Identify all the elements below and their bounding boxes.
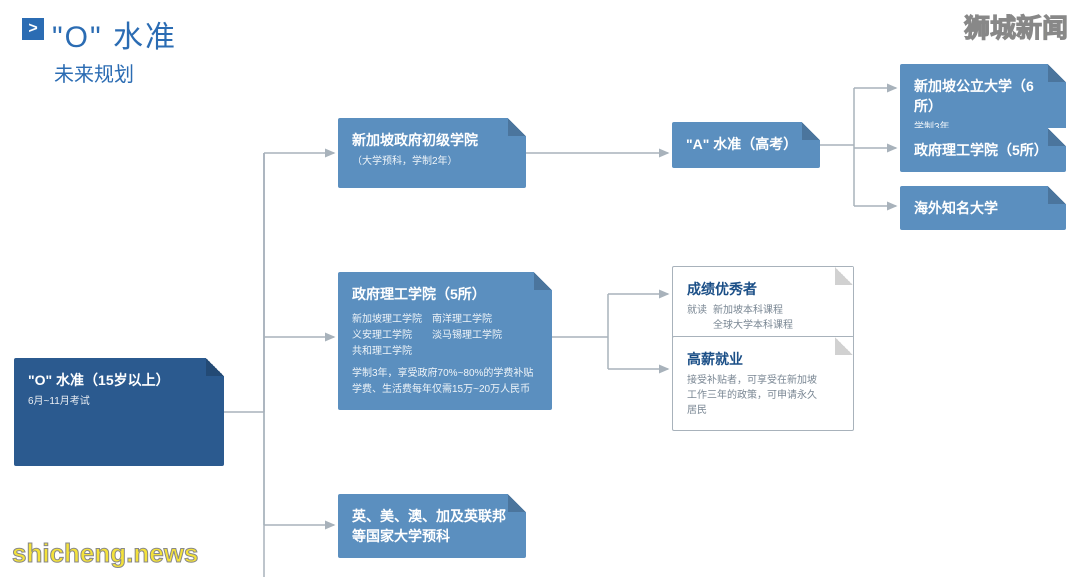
node-outstanding: 成绩优秀者就读新加坡本科课程 全球大学本科课程 [672, 266, 854, 346]
node-title: 英、美、澳、加及英联邦 [352, 506, 512, 526]
node-title-line2: 等国家大学预科 [352, 526, 512, 546]
node-overseas: 海外知名大学 [900, 186, 1066, 230]
node-title: "A" 水准（高考） [686, 134, 806, 154]
node-title: 新加坡公立大学（6所） [914, 76, 1052, 116]
node-root: "O" 水准（15岁以上） 6月~11月考试 [14, 358, 224, 466]
watermark-top-right: 狮城新闻 [964, 8, 1068, 45]
node-a_level: "A" 水准（高考） [672, 122, 820, 168]
node-sub: 6月~11月考试 [28, 394, 210, 409]
node-foundation: 英、美、澳、加及英联邦等国家大学预科 [338, 494, 526, 558]
node-title: 政府理工学院（5所） [352, 284, 538, 304]
node-title: 海外知名大学 [914, 198, 1052, 218]
diagram-header: > "O" 水准 未来规划 [22, 12, 177, 87]
node-sub: 就读新加坡本科课程 全球大学本科课程 [687, 303, 839, 333]
header-subtitle: 未来规划 [54, 58, 177, 87]
node-title: 高薪就业 [687, 349, 839, 369]
node-title: "O" 水准（15岁以上） [28, 370, 210, 390]
node-title: 成绩优秀者 [687, 279, 839, 299]
header-title: "O" 水准 [52, 12, 177, 56]
watermark-bottom-left: shicheng.news [12, 538, 198, 569]
node-title: 新加坡政府初级学院 [352, 130, 512, 150]
node-body: 新加坡理工学院 南洋理工学院义安理工学院 淡马锡理工学院共和理工学院学制3年，享… [352, 312, 538, 398]
node-junior: 新加坡政府初级学院 （大学预科，学制2年） [338, 118, 526, 188]
header-arrow-icon: > [22, 18, 44, 40]
node-title: 政府理工学院（5所） [914, 140, 1052, 160]
header-text: "O" 水准 未来规划 [52, 12, 177, 87]
node-sub: （大学预科，学制2年） [352, 154, 512, 169]
node-poly5b: 政府理工学院（5所） [900, 128, 1066, 172]
node-poly5: 政府理工学院（5所） 新加坡理工学院 南洋理工学院义安理工学院 淡马锡理工学院共和… [338, 272, 552, 410]
node-sub: 接受补贴者，可享受在新加坡 工作三年的政策，可申请永久 居民 [687, 373, 839, 418]
node-highpay: 高薪就业接受补贴者，可享受在新加坡 工作三年的政策，可申请永久 居民 [672, 336, 854, 431]
